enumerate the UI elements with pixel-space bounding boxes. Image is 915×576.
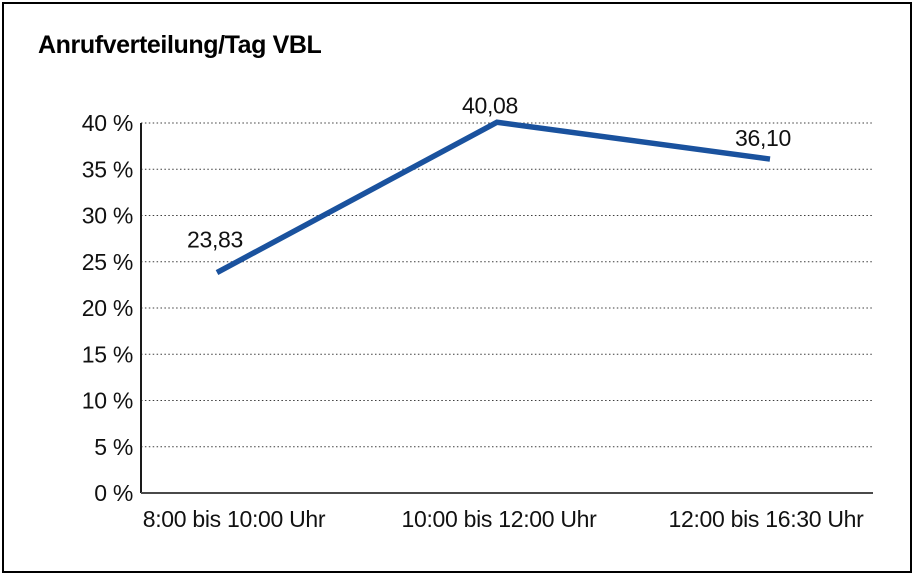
x-tick-label: 12:00 bis 16:30 Uhr bbox=[668, 506, 864, 532]
data-label: 23,83 bbox=[187, 227, 243, 253]
y-tick-label: 15 % bbox=[82, 341, 133, 367]
y-tick-label: 20 % bbox=[82, 295, 133, 321]
y-tick-label: 35 % bbox=[82, 156, 133, 182]
data-label: 40,08 bbox=[462, 92, 518, 118]
y-tick-label: 10 % bbox=[82, 388, 133, 414]
y-tick-label: 40 % bbox=[82, 110, 133, 136]
x-tick-label: 10:00 bis 12:00 Uhr bbox=[401, 506, 597, 532]
data-line bbox=[215, 119, 771, 275]
y-tick-label: 25 % bbox=[82, 249, 133, 275]
y-tick-label: 0 % bbox=[94, 480, 133, 506]
y-tick-label: 5 % bbox=[94, 434, 133, 460]
chart-title: Anrufverteilung/Tag VBL bbox=[38, 31, 322, 59]
y-tick-label: 30 % bbox=[82, 203, 133, 229]
x-tick-label: 8:00 bis 10:00 Uhr bbox=[143, 506, 326, 532]
data-label: 36,10 bbox=[735, 125, 791, 151]
